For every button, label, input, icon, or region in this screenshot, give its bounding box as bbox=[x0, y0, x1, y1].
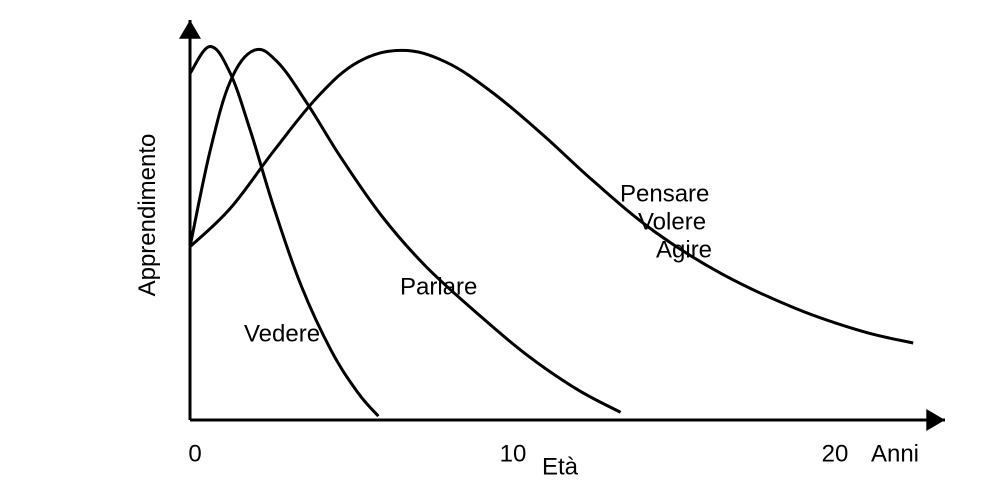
curve-parlare bbox=[190, 49, 621, 412]
x-axis-unit-label: Anni bbox=[871, 440, 919, 467]
curve-label-pensare-1: Volere bbox=[638, 208, 706, 235]
curve-label-parlare: Parlare bbox=[400, 273, 477, 300]
x-axis-arrow-icon bbox=[926, 409, 945, 431]
curve-label-pensare-0: Pensare bbox=[620, 180, 709, 207]
x-axis-label: Età bbox=[542, 453, 579, 480]
curve-label-pensare-2: Agire bbox=[656, 236, 712, 263]
x-tick-0: 0 bbox=[188, 440, 201, 467]
x-tick-20: 20 bbox=[822, 440, 849, 467]
y-axis-label: Apprendimento bbox=[134, 134, 161, 297]
y-axis-arrow-icon bbox=[179, 20, 201, 39]
learning-curves-chart: 0 10 20 Anni Età Apprendimento Vedere Parlare Pe… bbox=[0, 0, 1000, 500]
curve-label-vedere: Vedere bbox=[244, 320, 320, 347]
x-tick-10: 10 bbox=[500, 440, 527, 467]
curve-vedere bbox=[190, 47, 378, 417]
curve-pensare bbox=[190, 50, 913, 343]
